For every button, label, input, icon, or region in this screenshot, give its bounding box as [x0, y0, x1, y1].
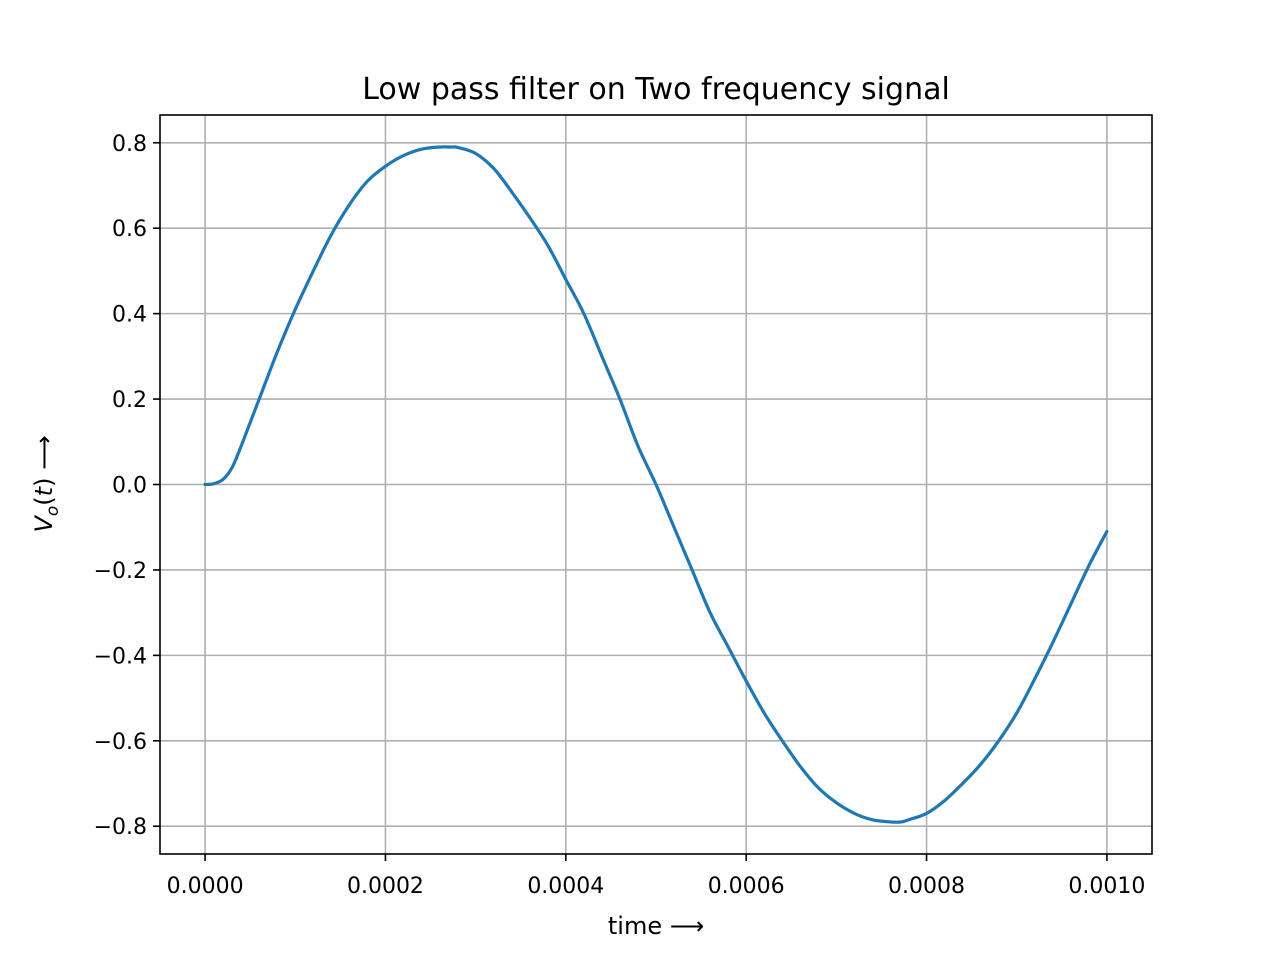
- grid-lines: [160, 115, 1152, 854]
- x-tick-label: 0.0000: [167, 874, 244, 899]
- y-tick-label: −0.2: [94, 559, 147, 584]
- x-tick-label: 0.0010: [1068, 874, 1145, 899]
- y-tick-label: −0.4: [94, 644, 147, 669]
- y-tick-label: 0.0: [112, 474, 147, 499]
- series-line-0: [203, 145, 1109, 824]
- series-layer: [203, 145, 1109, 824]
- x-tick-label: 0.0004: [527, 874, 604, 899]
- axis-ticks: 0.0000 0.0002 0.0004 0.0006 0.0008 0.0010 −0.8…: [94, 132, 1146, 899]
- y-axis-label: Vo(t) ⟶: [30, 435, 63, 532]
- y-tick-label: 0.8: [112, 132, 147, 157]
- y-tick-label: 0.6: [112, 217, 147, 242]
- y-tick-label: 0.2: [112, 388, 147, 413]
- x-tick-label: 0.0006: [708, 874, 785, 899]
- y-tick-label: −0.6: [94, 730, 147, 755]
- x-axis-label: time ⟶: [608, 912, 704, 940]
- x-tick-label: 0.0008: [888, 874, 965, 899]
- chart-title: Low pass filter on Two frequency signal: [362, 72, 950, 107]
- y-tick-label: −0.8: [94, 815, 147, 840]
- y-tick-label: 0.4: [112, 303, 147, 328]
- x-tick-label: 0.0002: [347, 874, 424, 899]
